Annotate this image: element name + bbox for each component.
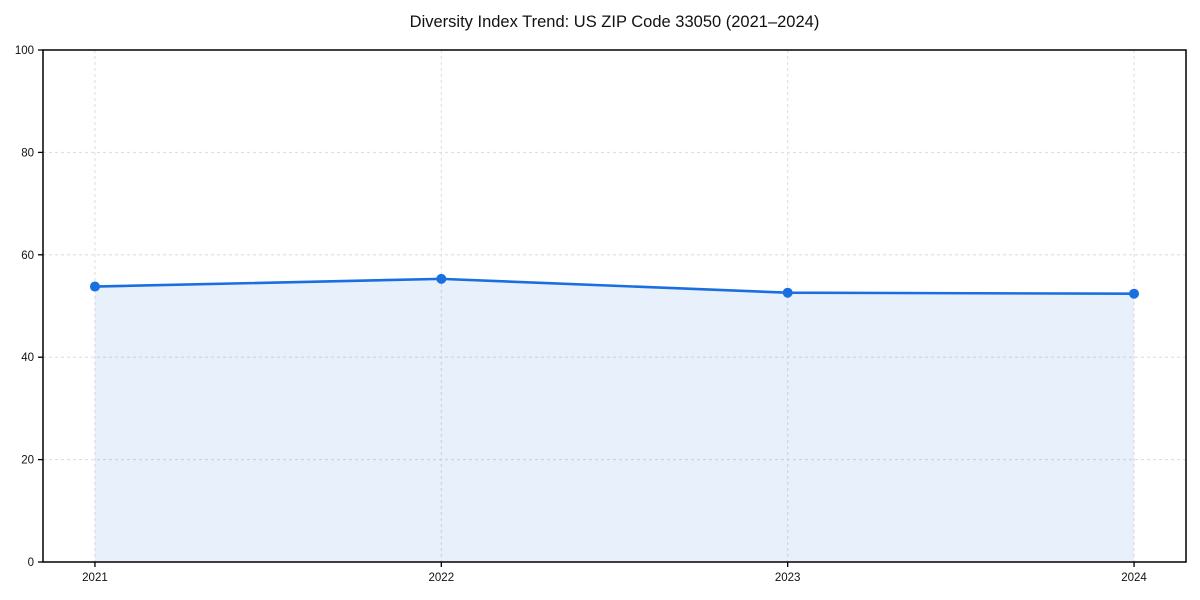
data-point: [89, 281, 100, 292]
area-fill: [94, 278, 1135, 562]
y-tick-label: 100: [15, 45, 34, 57]
x-tick-label: 2024: [1121, 572, 1147, 584]
chart-title: Diversity Index Trend: US ZIP Code 33050…: [409, 13, 820, 31]
data-point: [1129, 288, 1140, 299]
y-tick-label: 40: [21, 352, 34, 364]
y-tick-label: 80: [21, 147, 34, 159]
data-point: [782, 287, 793, 298]
y-tick-label: 0: [28, 557, 34, 569]
data-point: [436, 273, 447, 284]
trend-line: [93, 277, 1136, 296]
x-tick-label: 2022: [429, 572, 455, 584]
y-tick-label: 60: [21, 250, 34, 262]
axes-spines: [42, 49, 1187, 563]
x-tick-label: 2021: [82, 572, 108, 584]
y-tick-label: 20: [21, 455, 34, 467]
x-tick-label: 2023: [775, 572, 801, 584]
